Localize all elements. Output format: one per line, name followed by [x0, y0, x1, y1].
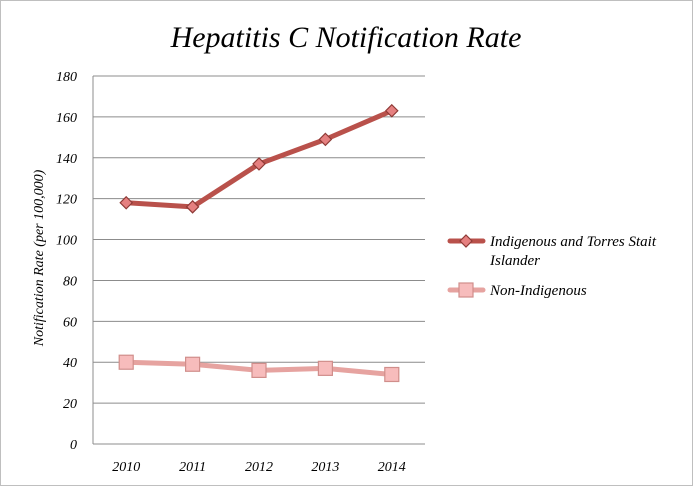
y-tick-label: 40 [63, 356, 77, 371]
y-tick-label: 140 [56, 152, 77, 167]
data-point-diamond [384, 103, 399, 118]
y-tick-label: 160 [56, 111, 77, 126]
axes: 0 20 40 60 80 100 120 140 160 180 2010 2011 2012 2013… [56, 70, 425, 475]
x-tick-label: 2010 [112, 460, 140, 475]
data-point-square [185, 356, 201, 372]
data-point-square [118, 354, 134, 370]
legend-marker-square [458, 282, 474, 298]
y-tick-label: 20 [63, 397, 77, 412]
x-tick-label: 2011 [179, 460, 206, 475]
data-point-square [251, 362, 267, 378]
chart-title: Hepatitis C Notification Rate [170, 21, 522, 54]
data-point-diamond [252, 157, 266, 171]
legend: Indigenous and Torres Stait Islander Non-I… [447, 234, 657, 299]
y-tick-label: 180 [56, 70, 77, 85]
data-point-diamond [119, 195, 134, 210]
data-point-square [317, 360, 333, 376]
legend-label: Indigenous and Torres Stait [489, 234, 657, 250]
y-tick-label: 80 [63, 274, 77, 289]
y-tick-label: 120 [56, 193, 77, 208]
data-point-diamond [318, 132, 333, 147]
legend-label: Non-Indigenous [489, 283, 587, 299]
y-axis-label: Notification Rate (per 100,000) [32, 169, 47, 347]
y-tick-label: 100 [56, 234, 77, 249]
data-point-square [384, 366, 400, 383]
y-tick-label: 0 [70, 438, 77, 453]
y-tick-label: 60 [63, 315, 77, 330]
series-group [118, 103, 400, 383]
x-tick-label: 2013 [311, 460, 339, 475]
x-tick-label: 2014 [378, 460, 406, 475]
data-point-diamond [185, 199, 200, 214]
legend-label: Islander [489, 253, 540, 269]
legend-marker-diamond [459, 234, 473, 248]
x-tick-label: 2012 [245, 460, 273, 475]
